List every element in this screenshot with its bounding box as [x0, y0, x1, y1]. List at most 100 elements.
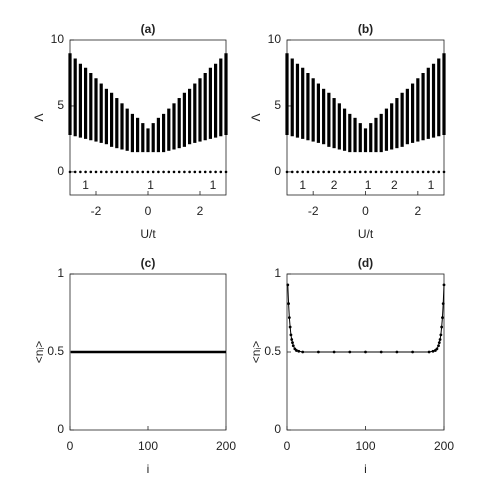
- zero-mode: [374, 170, 378, 174]
- x-tick-label: 2: [414, 204, 421, 218]
- zero-mode: [131, 170, 134, 174]
- zero-mode: [338, 170, 341, 174]
- density-point: [437, 344, 440, 348]
- zero-mode: [99, 170, 103, 174]
- panel-title: (b): [358, 22, 373, 36]
- zero-mode: [157, 170, 160, 174]
- y-tick-label: 5: [57, 98, 64, 112]
- x-tick-label: -2: [91, 204, 102, 218]
- zero-mode: [136, 170, 139, 174]
- density-point: [287, 302, 290, 306]
- annotation: 1: [428, 178, 435, 192]
- zero-mode: [369, 170, 373, 174]
- zero-mode: [193, 170, 197, 174]
- zero-mode: [177, 170, 181, 174]
- zero-mode: [385, 170, 388, 174]
- zero-mode: [358, 170, 362, 174]
- zero-mode: [89, 170, 93, 174]
- x-tick-label: 0: [67, 439, 74, 453]
- zero-mode: [183, 170, 186, 174]
- annotation: 1: [210, 178, 217, 192]
- x-axis-label: i: [364, 462, 367, 476]
- zero-mode: [198, 170, 202, 174]
- zero-mode: [290, 170, 294, 174]
- zero-mode: [214, 170, 217, 174]
- y-tick-label: 0.5: [47, 344, 64, 358]
- density-point: [439, 333, 443, 337]
- y-tick-label: 10: [268, 32, 282, 46]
- zero-mode: [188, 170, 191, 174]
- density-point: [301, 350, 305, 354]
- panel-title: (a): [141, 22, 156, 36]
- y-tick-label: 1: [57, 266, 64, 280]
- zero-mode: [285, 170, 289, 174]
- zero-mode: [146, 170, 150, 174]
- annotation: 2: [391, 178, 398, 192]
- density-point: [441, 302, 445, 306]
- zero-mode: [311, 170, 315, 174]
- x-tick-label: 100: [138, 439, 158, 453]
- density-point: [435, 347, 439, 351]
- annotation: 2: [331, 178, 338, 192]
- y-tick-label: 0: [57, 164, 64, 178]
- density-point: [379, 350, 383, 354]
- zero-mode: [432, 170, 435, 174]
- density-point: [348, 350, 352, 354]
- density-point: [431, 349, 435, 353]
- x-tick-label: 100: [355, 439, 375, 453]
- density-point: [395, 350, 399, 354]
- zero-mode: [390, 170, 393, 174]
- density-point: [290, 338, 294, 341]
- x-tick-label: -2: [308, 204, 319, 218]
- zero-mode: [209, 170, 212, 174]
- y-tick-label: 0: [274, 164, 281, 178]
- zero-mode: [353, 170, 357, 174]
- zero-mode: [348, 170, 352, 174]
- x-axis-label: i: [147, 462, 150, 476]
- y-axis-label: Λ: [32, 113, 46, 121]
- zero-mode: [84, 170, 87, 174]
- density-point: [295, 349, 298, 352]
- zero-mode: [68, 170, 72, 174]
- y-tick-label: 10: [51, 32, 65, 46]
- density-point: [289, 333, 293, 337]
- zero-mode: [416, 170, 420, 174]
- y-tick-label: 0: [274, 422, 281, 436]
- density-point: [427, 350, 431, 354]
- density-point: [288, 325, 292, 329]
- zero-mode: [224, 170, 228, 174]
- zero-mode: [120, 170, 124, 174]
- density-point: [438, 338, 442, 341]
- zero-mode: [79, 170, 82, 174]
- zero-mode: [141, 170, 145, 174]
- zero-mode: [110, 170, 113, 174]
- zero-mode: [379, 170, 383, 174]
- y-tick-label: 5: [274, 98, 281, 112]
- zero-mode: [327, 170, 331, 174]
- y-axis-label: <nᵢ>: [32, 341, 46, 364]
- zero-mode: [400, 170, 404, 174]
- zero-mode: [343, 170, 346, 174]
- zero-mode: [437, 170, 441, 174]
- density-point: [297, 349, 301, 353]
- x-axis-label: U/t: [140, 227, 156, 241]
- density-point: [364, 350, 367, 354]
- zero-mode: [115, 170, 119, 174]
- zero-mode: [317, 170, 320, 174]
- x-tick-label: 0: [145, 204, 152, 218]
- x-tick-label: 200: [216, 439, 236, 453]
- zero-mode: [395, 170, 399, 174]
- density-line: [287, 284, 445, 353]
- density-point: [286, 283, 290, 287]
- y-tick-label: 0: [57, 422, 64, 436]
- x-tick-label: 2: [197, 204, 204, 218]
- x-tick-label: 200: [434, 439, 454, 453]
- density-point: [317, 350, 320, 354]
- density-point: [287, 316, 291, 320]
- x-tick-label: 0: [284, 439, 291, 453]
- y-tick-label: 0.5: [264, 344, 281, 358]
- zero-mode: [364, 170, 367, 174]
- panel-title: (c): [141, 256, 156, 270]
- density-point: [291, 344, 295, 348]
